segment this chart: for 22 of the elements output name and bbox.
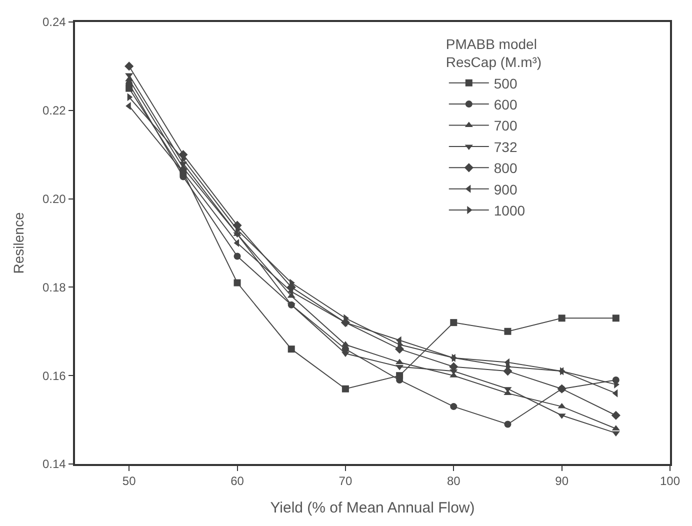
x-tick-label: 70 <box>338 474 352 488</box>
y-tick-label: 0.14 <box>42 457 66 472</box>
y-tick-label: 0.20 <box>42 192 66 206</box>
x-tick-label: 90 <box>555 474 569 488</box>
legend-label: 600 <box>494 96 518 112</box>
x-tick-label: 80 <box>446 474 461 488</box>
x-axis-title: Yield (% of Mean Annual Flow) <box>270 500 475 517</box>
y-tick-label: 0.24 <box>42 15 66 30</box>
x-tick-label: 60 <box>230 474 244 488</box>
legend-title: PMABB model ResCap (M.m³) <box>446 36 542 70</box>
y-tick-label: 0.22 <box>42 104 66 118</box>
legend-label: 500 <box>494 75 518 92</box>
y-tick-label: 0.16 <box>42 368 66 383</box>
legend-label: 900 <box>494 181 518 198</box>
legend-label: 700 <box>494 118 518 134</box>
legend-label: 1000 <box>494 202 526 218</box>
y-axis-title: Resilence <box>10 212 27 274</box>
legend-label: 800 <box>494 160 518 176</box>
x-tick-label: 50 <box>122 474 136 488</box>
y-tick-label: 0.18 <box>42 280 66 294</box>
legend-label: 732 <box>494 138 518 155</box>
x-tick-label: 100 <box>660 474 680 488</box>
